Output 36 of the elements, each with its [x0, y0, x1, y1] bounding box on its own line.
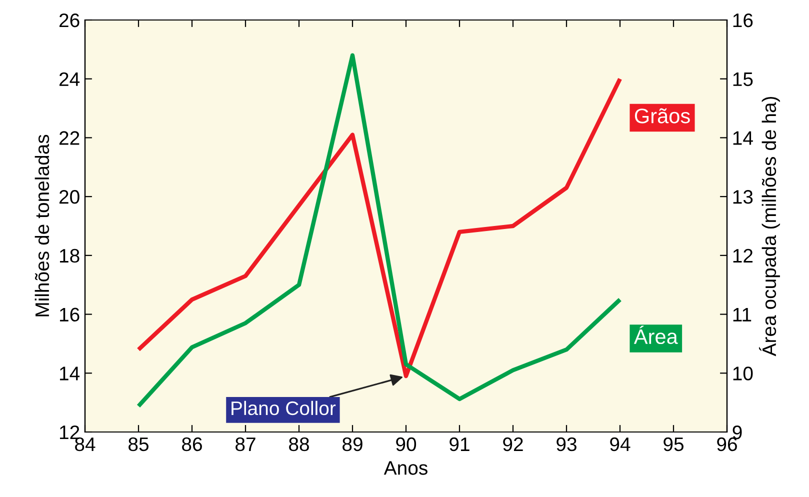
x-tick-label: 93 — [556, 437, 576, 452]
y-tick-label: 26 — [59, 13, 80, 28]
y2-tick-label: 13 — [733, 190, 753, 204]
x-tick-label: 84 — [75, 437, 96, 452]
annotation: Plano Collor — [232, 400, 336, 416]
y-tick-label: 20 — [59, 190, 80, 204]
y2-tick-label: 9 — [732, 425, 742, 440]
x-tick-label: 90 — [396, 437, 416, 452]
x-tick-label: 96 — [717, 437, 737, 452]
x-tick-label: 92 — [503, 437, 523, 452]
y2-tick-label: 15 — [733, 72, 753, 86]
y2-tick-label: 10 — [733, 366, 753, 380]
y-tick-label: 14 — [60, 366, 80, 380]
y2-axis-title: Área ocupada (milhões de ha) — [759, 96, 780, 356]
y-tick-label: 18 — [60, 248, 80, 263]
x-tick-label: 95 — [664, 437, 684, 452]
y-tick-label: 22 — [59, 131, 80, 145]
x-tick-label: 91 — [450, 437, 470, 452]
x-tick-label: 89 — [342, 437, 362, 452]
x-axis-title: Anos — [384, 461, 428, 475]
y2-tick-label: 14 — [733, 131, 753, 145]
series-label: Grãos — [634, 108, 690, 124]
y-tick-label: 12 — [60, 425, 80, 440]
x-tick-label: 85 — [128, 437, 148, 452]
x-tick-label: 88 — [289, 437, 309, 452]
series-label: Área — [634, 326, 678, 344]
y-tick-label: 24 — [59, 72, 80, 86]
y2-tick-label: 11 — [733, 308, 752, 322]
x-tick-label: 87 — [236, 437, 256, 452]
y-tick-label: 16 — [60, 308, 80, 322]
x-tick-label: 86 — [182, 437, 202, 452]
x-tick-label: 94 — [610, 437, 630, 452]
y-axis-title: Milhões de toneladas — [34, 134, 50, 316]
y2-tick-label: 12 — [733, 248, 753, 262]
line-series — [136, 76, 622, 378]
y2-tick-label: 16 — [733, 13, 753, 28]
